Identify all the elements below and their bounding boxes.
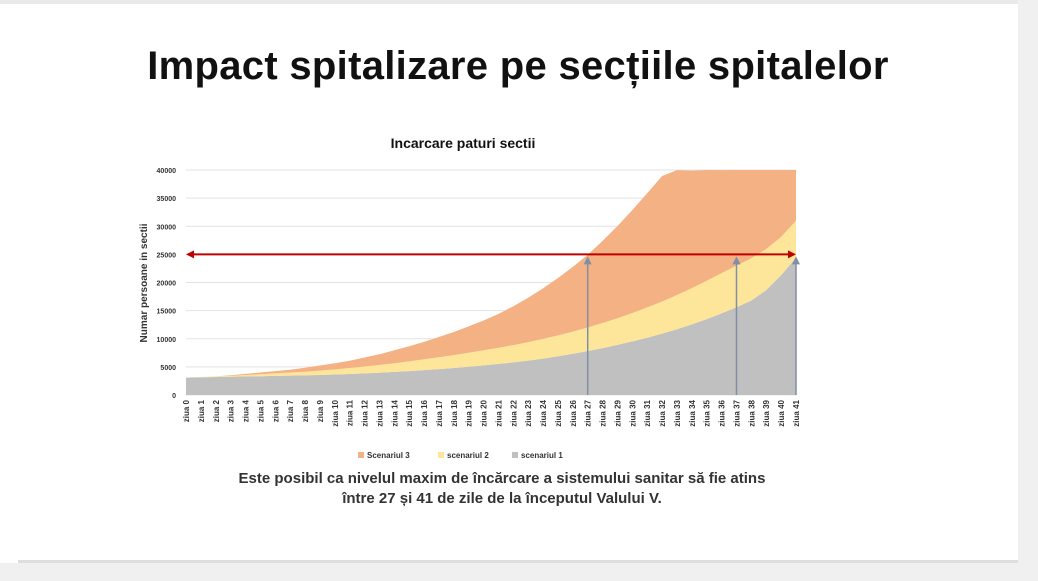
x-tick-label: ziua 26 — [569, 399, 578, 426]
y-axis-label: Numar persoane in sectii — [139, 223, 150, 342]
x-tick-label: ziua 32 — [658, 399, 667, 426]
x-tick-label: ziua 0 — [182, 399, 191, 422]
x-tick-label: ziua 18 — [450, 399, 459, 426]
y-tick-label: 35000 — [157, 196, 177, 203]
x-tick-label: ziua 9 — [316, 399, 325, 422]
legend-swatch — [512, 452, 518, 458]
x-tick-label: ziua 7 — [286, 399, 295, 422]
x-tick-label: ziua 16 — [420, 399, 429, 426]
x-tick-label: ziua 2 — [212, 399, 221, 422]
x-tick-label: ziua 8 — [301, 399, 310, 422]
x-tick-label: ziua 12 — [361, 399, 370, 426]
legend-label: Scenariul 3 — [367, 451, 410, 460]
slide-title: Impact spitalizare pe secțiile spitalelo… — [147, 44, 889, 88]
y-tick-label: 5000 — [160, 365, 176, 372]
y-tick-label: 15000 — [157, 309, 177, 316]
x-tick-label: ziua 35 — [703, 399, 712, 426]
x-tick-label: ziua 19 — [465, 399, 474, 426]
x-tick-label: ziua 6 — [271, 399, 280, 422]
x-tick-label: ziua 5 — [256, 399, 265, 422]
slide-bottom-edge — [18, 560, 1018, 563]
x-tick-label: ziua 33 — [673, 399, 682, 426]
y-tick-label: 10000 — [157, 337, 177, 344]
x-tick-label: ziua 11 — [346, 399, 355, 426]
y-tick-label: 25000 — [157, 252, 177, 259]
area-scenariul-1 — [186, 257, 796, 395]
x-tick-label: ziua 23 — [524, 399, 533, 426]
window-right-border — [1018, 0, 1038, 581]
x-tick-label: ziua 31 — [643, 399, 652, 426]
x-tick-label: ziua 4 — [242, 399, 251, 422]
area-scenariul-2 — [186, 220, 796, 378]
x-tick-label: ziua 13 — [375, 399, 384, 426]
x-tick-label: ziua 21 — [494, 399, 503, 426]
x-tick-label: ziua 34 — [688, 399, 697, 426]
x-tick-label: ziua 1 — [197, 399, 206, 422]
y-tick-label: 30000 — [157, 224, 177, 231]
window-top-border — [0, 0, 1038, 4]
y-tick-label: 20000 — [157, 281, 177, 288]
x-tick-label: ziua 40 — [777, 399, 786, 426]
y-tick-label: 0 — [172, 393, 176, 400]
x-tick-label: ziua 14 — [390, 399, 399, 426]
area-scenariul-3 — [186, 170, 796, 378]
legend-swatch — [358, 452, 364, 458]
x-tick-label: ziua 20 — [480, 399, 489, 426]
x-tick-label: ziua 39 — [762, 399, 771, 426]
x-tick-label: ziua 10 — [331, 399, 340, 426]
chart-title: Incarcare paturi sectii — [391, 135, 536, 151]
x-tick-label: ziua 41 — [792, 399, 801, 426]
x-tick-label: ziua 22 — [509, 399, 518, 426]
x-tick-label: ziua 38 — [747, 399, 756, 426]
legend-swatch — [438, 452, 444, 458]
y-tick-label: 40000 — [157, 168, 177, 175]
x-tick-label: ziua 27 — [584, 399, 593, 426]
x-tick-label: ziua 24 — [539, 399, 548, 426]
x-tick-label: ziua 17 — [435, 399, 444, 426]
x-tick-label: ziua 30 — [628, 399, 637, 426]
x-tick-label: ziua 36 — [718, 399, 727, 426]
x-tick-label: ziua 3 — [227, 399, 236, 422]
caption-line-2: între 27 și 41 de zile de la începutul V… — [342, 490, 662, 507]
legend-label: scenariul 1 — [521, 451, 563, 460]
x-tick-label: ziua 29 — [614, 399, 623, 426]
x-tick-label: ziua 28 — [599, 399, 608, 426]
legend-label: scenariul 2 — [447, 451, 489, 460]
x-tick-label: ziua 15 — [405, 399, 414, 426]
caption-line-1: Este posibil ca nivelul maxim de încărca… — [238, 470, 766, 487]
x-tick-label: ziua 25 — [554, 399, 563, 426]
window-bottom-border — [0, 563, 1038, 581]
x-tick-label: ziua 37 — [733, 399, 742, 426]
